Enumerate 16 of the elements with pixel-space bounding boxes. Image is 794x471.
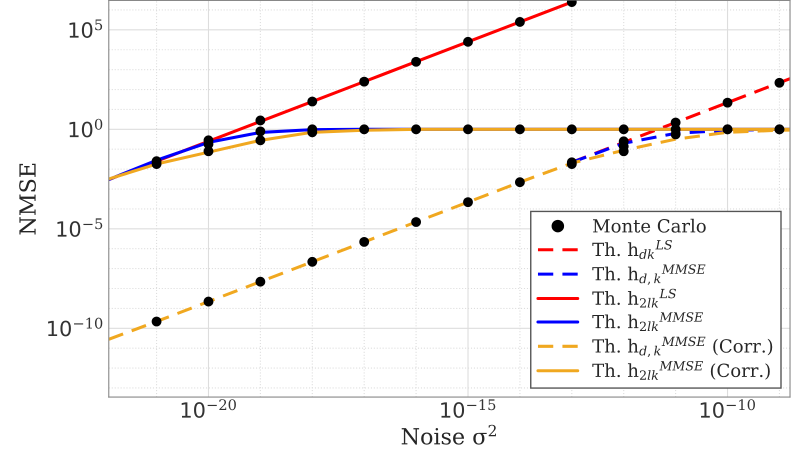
legend-label: Monte Carlo <box>593 218 706 233</box>
y-tick-label: 10$^{0}$ <box>70 118 102 138</box>
y-tick-label: 10$^{−10}$ <box>48 318 102 336</box>
legend-label: Th. h$_{dk}$$^{LS}$ <box>592 240 672 259</box>
x-axis-title: Noise σ$^{2}$ <box>402 424 496 445</box>
legend-label: Th. h$_{2lk}$$^{LS}$ <box>592 288 676 308</box>
legend-label: Th. h$_{d,k}$$^{MMSE}$ (Corr.) <box>592 336 772 358</box>
x-tick-label: 10$^{−20}$ <box>182 399 236 418</box>
y-tick-label: 10$^{5}$ <box>70 19 102 38</box>
legend-label: Th. h$_{d,k}$$^{MMSE}$ <box>592 264 706 285</box>
legend-label: Th. h$_{2lk}$$^{MMSE}$ (Corr.) <box>592 360 770 380</box>
legend-label: Th. h$_{2lk}$$^{MMSE}$ <box>592 312 704 331</box>
y-tick-label: 10$^{−5}$ <box>57 218 102 237</box>
x-tick-label: 10$^{−10}$ <box>700 399 755 418</box>
x-tick-label: 10$^{−15}$ <box>441 399 496 418</box>
y-axis-title: NMSE <box>19 164 36 234</box>
